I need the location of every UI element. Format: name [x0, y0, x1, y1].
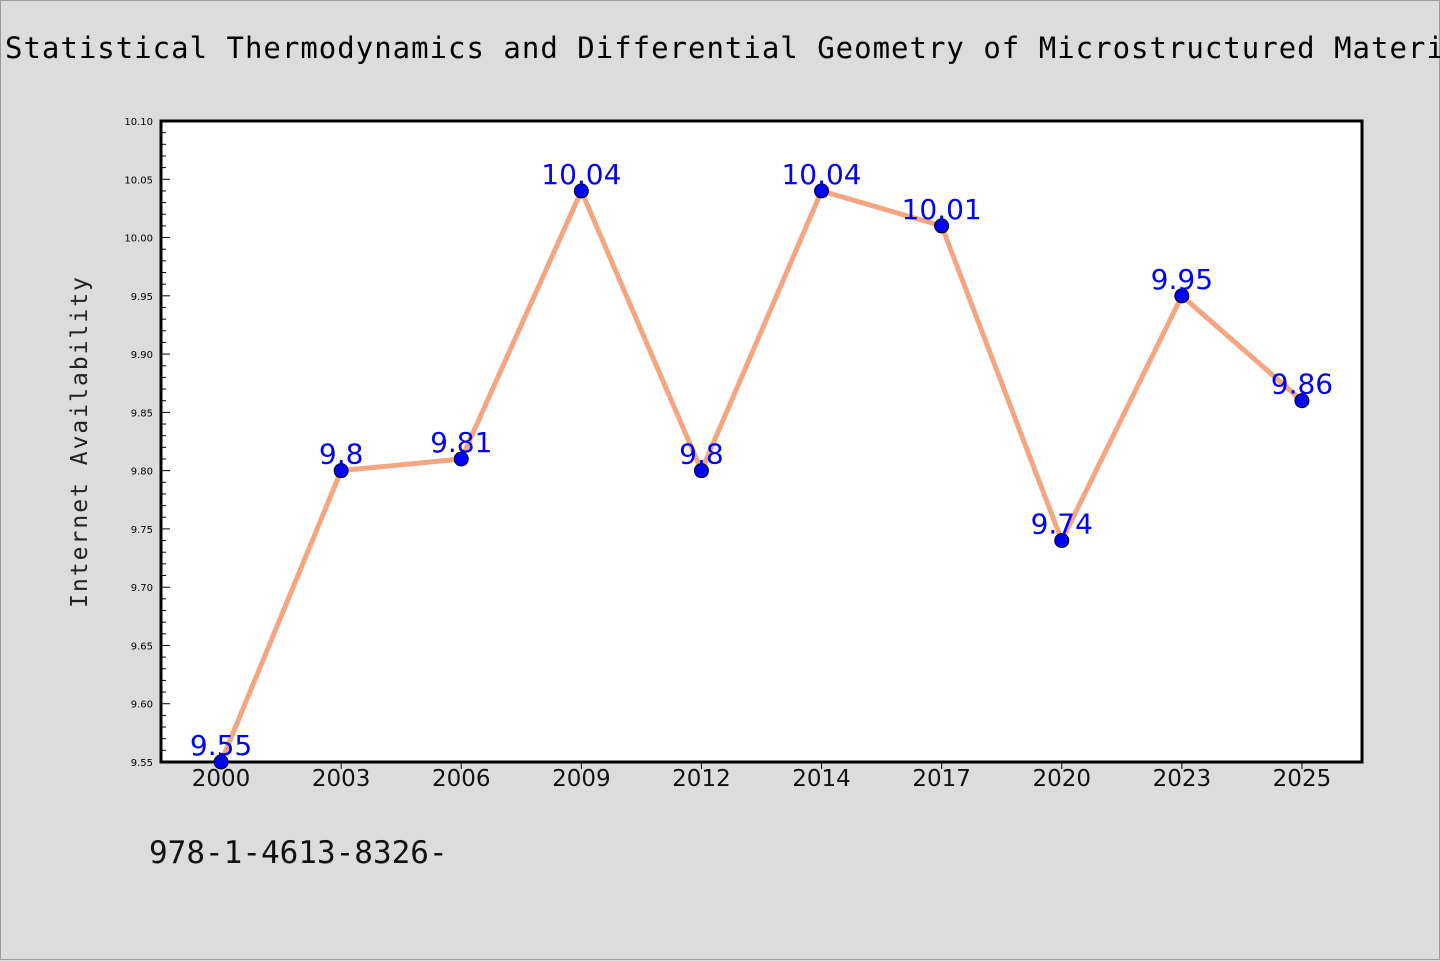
footer-code: 978-1-4613-8326-: [149, 835, 448, 871]
x-tick-label: 2025: [1273, 766, 1332, 792]
plot-area: [159, 119, 1364, 764]
data-point: [453, 451, 469, 467]
y-tick-label: 9.85: [131, 408, 153, 419]
y-tick-label: 9.70: [131, 583, 153, 594]
y-tick-label: 10.05: [124, 175, 153, 186]
data-point: [213, 754, 229, 770]
x-tick-label: 2009: [552, 766, 611, 792]
data-point: [573, 183, 589, 199]
data-label: 9.95: [1151, 263, 1213, 296]
x-tick-label: 2017: [912, 766, 971, 792]
data-label: 9.55: [190, 729, 252, 762]
data-point: [1294, 393, 1310, 409]
data-label: 9.86: [1271, 368, 1333, 401]
data-label: 10.01: [902, 193, 982, 226]
data-label: 10.04: [781, 158, 861, 191]
y-axis-label: Internet Availability: [67, 275, 93, 608]
data-label: 9.8: [319, 438, 364, 471]
x-tick-label: 2020: [1032, 766, 1091, 792]
data-point: [814, 183, 830, 199]
series-line: [218, 188, 1304, 763]
data-label: 10.04: [541, 158, 621, 191]
x-tick-label: 2014: [792, 766, 851, 792]
x-tick-label: 2012: [672, 766, 731, 792]
data-point: [333, 463, 349, 479]
y-tick-label: 9.65: [131, 641, 153, 652]
data-label: 9.74: [1031, 508, 1093, 541]
x-tick-label: 2000: [192, 766, 251, 792]
chart-title: Statistical Thermodynamics and Different…: [5, 31, 1440, 65]
y-tick-label: 9.90: [131, 350, 153, 361]
data-point: [1174, 288, 1190, 304]
y-tick-label: 10.00: [124, 234, 153, 245]
y-tick-label: 10.10: [124, 117, 153, 128]
y-tick-label: 9.80: [131, 467, 153, 478]
data-point: [934, 218, 950, 234]
y-tick-label: 9.55: [131, 758, 153, 769]
data-label: 9.8: [679, 438, 724, 471]
y-tick-label: 9.75: [131, 525, 153, 536]
y-tick-label: 9.60: [131, 700, 153, 711]
data-label: 9.81: [430, 426, 492, 459]
x-tick-label: 2023: [1153, 766, 1212, 792]
data-point: [1054, 533, 1070, 549]
y-tick-label: 9.95: [131, 292, 153, 303]
x-tick-label: 2003: [312, 766, 371, 792]
x-tick-label: 2006: [432, 766, 491, 792]
data-point: [693, 463, 709, 479]
